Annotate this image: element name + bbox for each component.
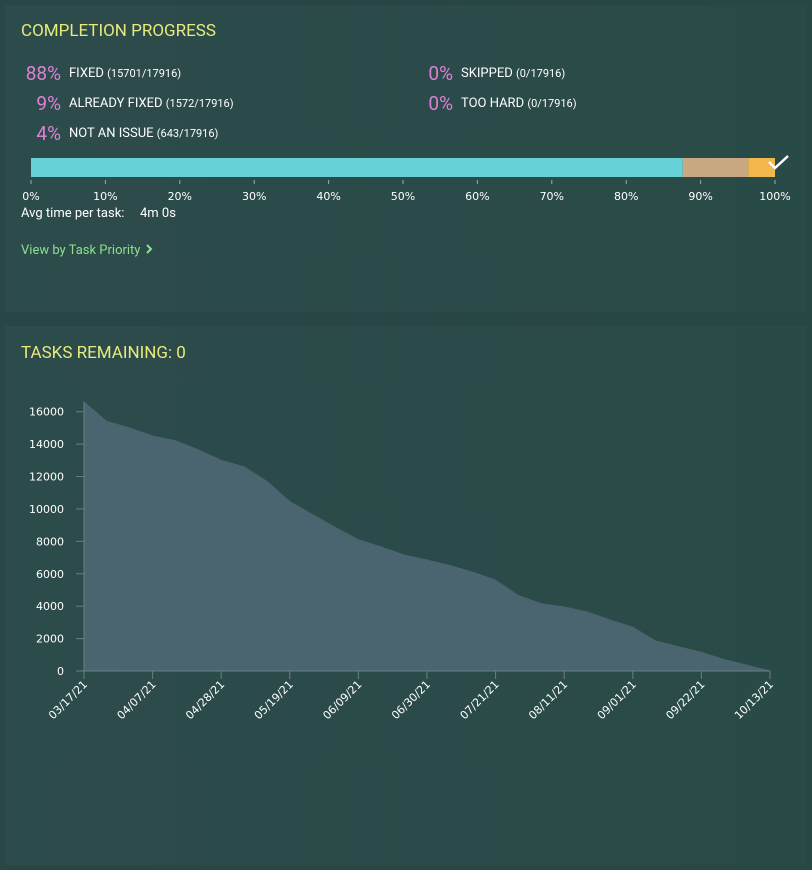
stat-count: (0/17916) (515, 67, 566, 80)
tick-label: 20% (168, 190, 192, 203)
stat-percent: 9% (36, 92, 61, 115)
tick-label: 80% (614, 190, 638, 203)
stat-name: FIXED (69, 66, 104, 81)
link-text[interactable]: View by Task Priority (21, 243, 141, 258)
stat-percent: 88% (25, 62, 61, 85)
stat-count: (643/17916) (156, 127, 219, 140)
tick-label: 50% (391, 190, 415, 203)
tick-label: 0% (22, 190, 39, 203)
priority-link[interactable]: View by Task Priority (21, 243, 154, 258)
area-line (83, 401, 771, 672)
progress-segment (682, 158, 749, 177)
tick-label: 40% (316, 190, 340, 203)
y-tick-label: 4000 (36, 600, 64, 613)
tick-label: 70% (540, 190, 564, 203)
progress-segment (31, 158, 683, 177)
stat-label: FIXED (15701/17916) (69, 66, 181, 81)
x-tick-label: 04/28/21 (183, 678, 227, 722)
y-tick-label: 16000 (29, 406, 64, 419)
stat-label: TOO HARD (0/17916) (461, 96, 577, 111)
y-tick-label: 0 (57, 665, 64, 678)
stat-percent: 0% (428, 62, 453, 85)
stat-label: NOT AN ISSUE (643/17916) (69, 126, 218, 141)
chart-title: TASKS REMAINING: 0 (21, 343, 186, 363)
chart: 0 2000 4000 6000 8000 10000 12000 14000 16000 03/… (29, 401, 776, 722)
check-icon (768, 155, 789, 170)
tick-label: 60% (465, 190, 489, 203)
stat-name: SKIPPED (461, 66, 513, 81)
y-tick-label: 8000 (36, 535, 64, 548)
stat-percent: 0% (428, 92, 453, 115)
x-tick-label: 08/11/21 (526, 678, 570, 722)
tick-label: 90% (688, 190, 712, 203)
stat-name: NOT AN ISSUE (69, 126, 154, 141)
x-tick-label: 04/07/21 (115, 678, 159, 722)
progress-title: COMPLETION PROGRESS (21, 21, 216, 41)
y-tick-label: 10000 (29, 503, 64, 516)
tick-label: 30% (242, 190, 266, 203)
stat-count: (15701/17916) (107, 67, 182, 80)
y-tick-label: 12000 (29, 471, 64, 484)
x-tick-label: 09/22/21 (663, 678, 707, 722)
tick-label: 10% (93, 190, 117, 203)
stat-label: SKIPPED (0/17916) (461, 66, 565, 81)
y-tick-label: 14000 (29, 438, 64, 451)
chevron-icon (145, 244, 153, 254)
x-tick-label: 09/01/21 (595, 678, 639, 722)
stat-count: (1572/17916) (165, 97, 234, 110)
stat-name: ALREADY FIXED (69, 96, 163, 111)
y-tick-label: 6000 (36, 568, 64, 581)
stat-percent: 4% (36, 122, 61, 145)
x-tick-label: 06/30/21 (389, 678, 433, 722)
area-fill (84, 402, 770, 671)
avg-time-label: Avg time per task: (21, 206, 125, 221)
y-tick-label: 2000 (36, 633, 64, 646)
x-tick-label: 06/09/21 (320, 678, 364, 722)
progress-segment (748, 158, 775, 177)
tick-label: 100% (759, 190, 790, 203)
stat-count: (0/17916) (527, 97, 577, 110)
stat-name: TOO HARD (461, 96, 525, 111)
x-tick-label: 03/17/21 (46, 678, 90, 722)
stat-label: ALREADY FIXED (1572/17916) (69, 96, 234, 111)
x-tick-label: 05/19/21 (252, 678, 296, 722)
progress-bar: 0% 10% 20% 30% 40% 50% 60% 70% 80% 90% 100% (22, 155, 791, 203)
x-tick-label: 10/13/21 (732, 678, 776, 722)
x-tick-label: 07/21/21 (458, 678, 502, 722)
avg-time: 4m 0s (140, 206, 176, 221)
